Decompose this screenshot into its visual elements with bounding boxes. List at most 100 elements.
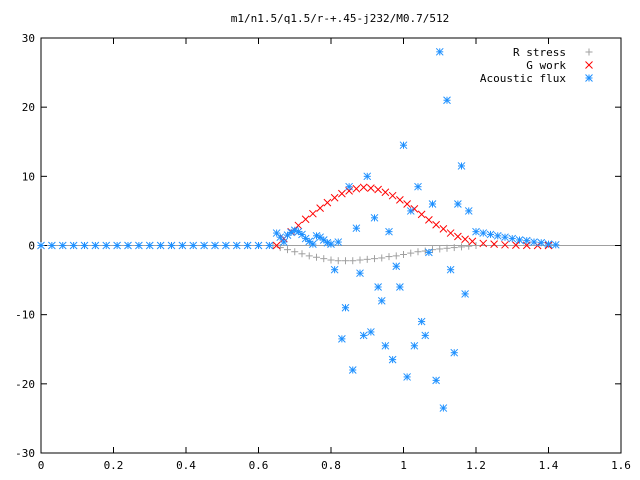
data-point bbox=[316, 204, 324, 213]
data-point bbox=[356, 256, 364, 264]
data-point bbox=[410, 341, 419, 350]
data-point bbox=[399, 141, 408, 150]
data-point bbox=[265, 241, 274, 250]
data-point bbox=[432, 220, 440, 229]
data-point bbox=[327, 256, 335, 264]
data-point bbox=[37, 241, 45, 250]
data-point bbox=[200, 241, 208, 250]
data-point bbox=[406, 207, 415, 215]
data-point bbox=[330, 265, 339, 274]
data-point bbox=[490, 240, 498, 248]
data-point bbox=[370, 213, 379, 222]
data-point bbox=[439, 404, 448, 412]
data-point bbox=[512, 241, 520, 250]
data-point bbox=[385, 253, 393, 261]
data-point bbox=[371, 255, 378, 263]
data-point bbox=[309, 240, 317, 248]
data-point bbox=[367, 184, 375, 192]
legend-marker bbox=[585, 61, 593, 69]
data-point bbox=[58, 241, 67, 250]
y-tick-label: 30 bbox=[22, 32, 35, 45]
data-point bbox=[334, 257, 342, 265]
data-point bbox=[291, 248, 299, 256]
x-tick-label: 1.2 bbox=[466, 459, 486, 472]
data-point bbox=[298, 230, 306, 239]
data-point bbox=[69, 241, 78, 250]
data-point bbox=[450, 348, 459, 357]
data-point bbox=[465, 242, 473, 250]
data-point bbox=[80, 241, 89, 250]
data-point bbox=[323, 198, 332, 207]
data-point bbox=[435, 47, 444, 56]
data-point bbox=[436, 245, 444, 253]
data-point bbox=[515, 236, 524, 244]
data-point bbox=[145, 241, 154, 250]
data-point bbox=[429, 246, 436, 254]
data-points bbox=[37, 47, 560, 412]
data-point bbox=[320, 255, 328, 263]
data-point bbox=[345, 182, 353, 191]
data-point bbox=[319, 236, 328, 244]
data-point bbox=[425, 248, 433, 257]
data-point bbox=[428, 200, 437, 208]
data-point bbox=[388, 355, 397, 364]
data-point bbox=[446, 229, 455, 237]
y-tick-label: -10 bbox=[15, 309, 35, 322]
data-point bbox=[342, 257, 349, 265]
data-point bbox=[407, 249, 415, 257]
data-point bbox=[298, 250, 306, 258]
data-point bbox=[432, 376, 440, 385]
data-point bbox=[392, 252, 400, 260]
data-point bbox=[334, 238, 343, 246]
data-point bbox=[392, 262, 401, 271]
data-point bbox=[522, 236, 531, 245]
legend-marker bbox=[585, 74, 593, 82]
data-point bbox=[301, 215, 310, 224]
data-point bbox=[443, 96, 451, 105]
data-point bbox=[443, 244, 451, 252]
data-point bbox=[414, 248, 422, 256]
data-point bbox=[396, 195, 404, 204]
data-point bbox=[446, 265, 455, 274]
data-point bbox=[472, 242, 480, 249]
x-tick-label: 1.4 bbox=[539, 459, 559, 472]
data-point bbox=[472, 227, 480, 236]
data-point bbox=[178, 241, 187, 250]
data-point bbox=[284, 246, 291, 254]
series-r-stress bbox=[269, 242, 480, 265]
data-point bbox=[486, 230, 495, 239]
data-point bbox=[464, 207, 473, 215]
data-point bbox=[102, 241, 111, 250]
data-point bbox=[454, 200, 462, 208]
x-tick-label: 1 bbox=[400, 459, 407, 472]
data-point bbox=[457, 162, 466, 170]
data-point bbox=[349, 257, 357, 265]
x-tick-label: 0.2 bbox=[104, 459, 124, 472]
data-point bbox=[254, 241, 263, 250]
data-point bbox=[461, 235, 469, 244]
data-point bbox=[458, 243, 465, 251]
data-point bbox=[501, 240, 509, 249]
data-point bbox=[374, 185, 382, 194]
data-point bbox=[417, 210, 426, 219]
data-point bbox=[243, 241, 252, 250]
data-point bbox=[330, 193, 339, 202]
data-point bbox=[468, 237, 477, 246]
x-tick-label: 0 bbox=[38, 459, 45, 472]
data-point bbox=[124, 241, 132, 250]
data-point bbox=[493, 231, 502, 240]
data-point bbox=[425, 216, 433, 224]
data-point bbox=[309, 209, 317, 218]
data-point bbox=[156, 241, 165, 250]
data-point bbox=[91, 241, 100, 250]
data-point bbox=[385, 227, 393, 236]
data-point bbox=[341, 303, 350, 312]
data-point bbox=[479, 239, 488, 248]
data-point bbox=[272, 241, 281, 250]
axis-ticks: 0 0.2 0.4 0.6 0.8 1 1.2 1.4 1.6 30 20 10 0 -10 -20 -30 bbox=[15, 32, 631, 472]
x-tick-label: 1.6 bbox=[611, 459, 631, 472]
data-point bbox=[414, 182, 422, 191]
x-tick-label: 0.4 bbox=[176, 459, 196, 472]
data-point bbox=[280, 238, 288, 246]
data-point bbox=[479, 229, 488, 237]
